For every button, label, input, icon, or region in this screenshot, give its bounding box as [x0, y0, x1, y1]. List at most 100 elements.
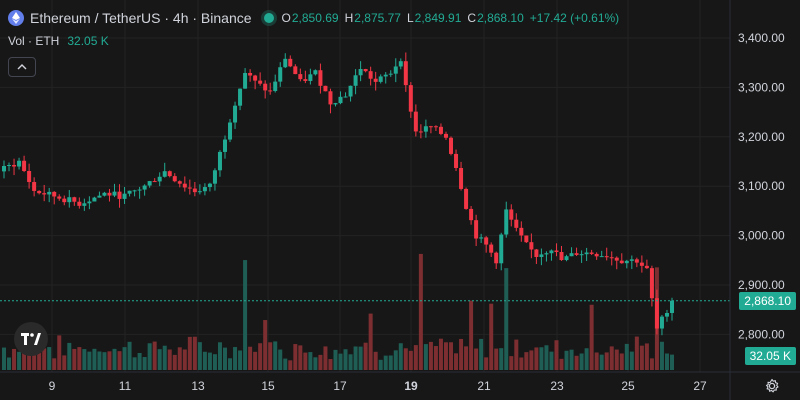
volume-bar [594, 352, 599, 370]
volume-label[interactable]: Vol · ETH [8, 34, 60, 48]
volume-bar [52, 358, 57, 370]
candle-body [514, 219, 519, 228]
volume-bar [659, 341, 664, 370]
candle-body [624, 260, 629, 264]
candle-body [579, 254, 584, 256]
volume-bar [87, 351, 92, 370]
volume-bar [137, 352, 142, 370]
candle-body [248, 72, 253, 76]
volume-bar [489, 303, 494, 370]
volume-bar [629, 351, 634, 370]
volume-bar [418, 253, 423, 370]
candle-body [202, 187, 207, 192]
candle-body [449, 137, 454, 154]
volume-bar [604, 352, 609, 370]
candle-body [489, 244, 494, 253]
volume-bar [619, 353, 624, 370]
candle-body [383, 74, 388, 77]
candle-body [569, 253, 574, 257]
candle-body [263, 83, 268, 91]
candle-body [172, 176, 177, 182]
volume-bar [142, 357, 147, 370]
volume-bar [212, 354, 217, 370]
candle-body [614, 257, 619, 261]
price-axis[interactable]: 3,400.00 3,300.00 3,200.00 3,100.00 3,000.00… [729, 0, 785, 400]
volume-bar [57, 335, 62, 370]
chart-header: Ethereum / TetherUS · 4h · Binance O2,85… [8, 8, 619, 28]
symbol-title[interactable]: Ethereum / TetherUS · 4h · Binance [30, 10, 252, 26]
volume-bar [509, 356, 514, 370]
candle-body [534, 249, 539, 257]
low-value: 2,849.91 [414, 11, 462, 25]
volume-bar [398, 343, 403, 370]
candle-body [604, 256, 609, 258]
candle-body [484, 237, 489, 245]
volume-bar [624, 343, 629, 370]
candle-body [479, 237, 484, 239]
volume-bar [228, 358, 233, 370]
volume-bar [192, 336, 197, 370]
volume-bar [243, 260, 248, 370]
candle-body [670, 300, 674, 313]
volume-bar [22, 347, 27, 370]
candle-body [368, 71, 373, 79]
candle-body [348, 85, 353, 97]
candle-body [308, 74, 313, 81]
candle-body [7, 165, 12, 167]
candle-body [182, 183, 187, 188]
candle-body [559, 251, 564, 261]
tradingview-logo-icon[interactable] [14, 322, 48, 356]
candle-body [177, 181, 182, 184]
volume-bar [27, 349, 32, 370]
candle-body [509, 209, 514, 220]
candle-body [162, 171, 167, 177]
volume-bar [609, 346, 614, 370]
volume-bar [102, 352, 107, 370]
volume-bar [333, 349, 338, 370]
volume-bar [383, 355, 388, 370]
candle-body [258, 80, 263, 84]
volume-bar [373, 351, 378, 370]
volume-bar [253, 351, 258, 370]
price-tick-label: 3,300.00 [738, 80, 785, 94]
volume-bar [233, 347, 238, 370]
candle-body [333, 103, 338, 105]
time-axis[interactable]: 9 11 13 15 17 19 21 23 25 27 [0, 371, 800, 393]
volume-bar [569, 349, 574, 370]
volume-bar [318, 354, 323, 370]
candle-body [549, 250, 554, 254]
volume-bar [599, 354, 604, 370]
candle-body [82, 203, 87, 206]
candle-body [413, 111, 418, 132]
volume-bar [323, 346, 328, 370]
candle-body [589, 252, 594, 254]
volume-bar [67, 342, 72, 370]
gear-icon[interactable] [764, 378, 780, 394]
volume-bar [338, 353, 343, 370]
candle-body [122, 193, 127, 199]
volume-bar [263, 320, 268, 370]
collapse-legend-button[interactable] [8, 57, 36, 77]
volume-bar [454, 353, 459, 370]
candle-body [137, 189, 142, 191]
candle-body [519, 227, 524, 236]
candle-body [343, 96, 348, 98]
volume-bar [172, 354, 177, 370]
volume-bar [614, 349, 619, 370]
volume-bar [534, 347, 539, 370]
candle-body [142, 185, 147, 190]
time-tick-label: 15 [261, 379, 275, 393]
candle-body [97, 195, 102, 198]
candle-body [539, 254, 544, 257]
volume-bar [47, 347, 52, 370]
volume-bar [147, 343, 152, 370]
volume-bar [358, 346, 363, 370]
price-tick-label: 2,800.00 [738, 327, 785, 341]
candle-body [72, 197, 77, 202]
volume-bar [152, 341, 157, 370]
candle-body [504, 209, 509, 235]
volume-bar [278, 349, 283, 370]
candle-body [147, 181, 152, 186]
volume-bar [554, 340, 559, 370]
